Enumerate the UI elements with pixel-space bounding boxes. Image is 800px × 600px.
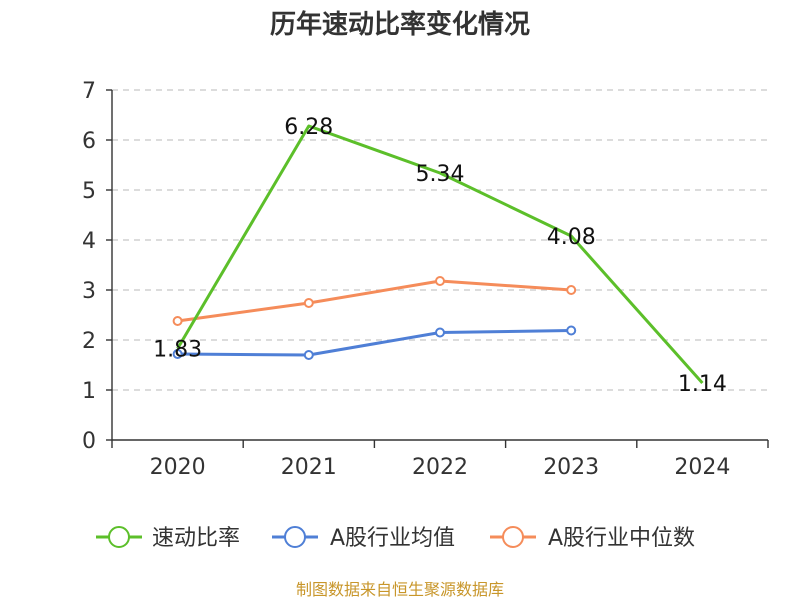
series-point (303, 350, 314, 360)
legend: 速动比率 A股行业均值 A股行业中位数 (96, 526, 695, 551)
y-tick-label: 5 (82, 179, 96, 204)
legend-swatch-marker (108, 526, 130, 548)
y-tick-label: 2 (82, 329, 96, 354)
source-note: 制图数据来自恒生聚源数据库 (296, 580, 504, 599)
legend-item-2[interactable]: A股行业中位数 (490, 526, 695, 551)
series-point (303, 298, 314, 308)
data-label: 1.83 (153, 338, 202, 363)
y-tick-label: 4 (82, 229, 96, 254)
y-tick-label: 1 (82, 379, 96, 404)
legend-item-0[interactable]: 速动比率 (96, 526, 240, 551)
legend-label: A股行业中位数 (548, 526, 695, 551)
series-point (435, 276, 445, 286)
legend-swatch-marker (502, 526, 524, 548)
axes: 0 1 2 3 4 5 6 7 2020 2021 2022 2023 2024 (82, 79, 769, 480)
data-label: 4.08 (547, 225, 596, 250)
x-tick-label: 2020 (150, 455, 206, 480)
data-label: 1.14 (678, 372, 727, 397)
legend-label: 速动比率 (152, 526, 240, 551)
x-tick-label: 2023 (543, 455, 599, 480)
chart-title: 历年速动比率变化情况 (270, 9, 530, 40)
series-line-0 (176, 124, 704, 384)
y-tick-label: 3 (82, 279, 96, 304)
x-tick-label: 2024 (674, 455, 730, 480)
y-tick-label: 7 (82, 79, 96, 104)
series-point (435, 327, 445, 338)
series-point (566, 325, 577, 336)
y-tick-label: 0 (82, 429, 96, 454)
legend-label: A股行业均值 (330, 526, 455, 551)
series-point (172, 316, 183, 326)
data-labels: 1.83 6.28 5.34 4.08 1.14 (153, 115, 727, 397)
series-layer (172, 124, 704, 384)
data-label: 5.34 (416, 162, 465, 187)
series-point (172, 349, 183, 359)
legend-swatch-marker (284, 526, 306, 548)
x-tick-label: 2021 (281, 455, 337, 480)
series-line-2 (177, 279, 572, 323)
data-label: 6.28 (284, 115, 333, 140)
x-tick-label: 2022 (412, 455, 468, 480)
series-line-1 (177, 329, 572, 357)
series-point (566, 285, 577, 295)
y-tick-label: 6 (82, 129, 96, 154)
legend-item-1[interactable]: A股行业均值 (272, 526, 455, 551)
